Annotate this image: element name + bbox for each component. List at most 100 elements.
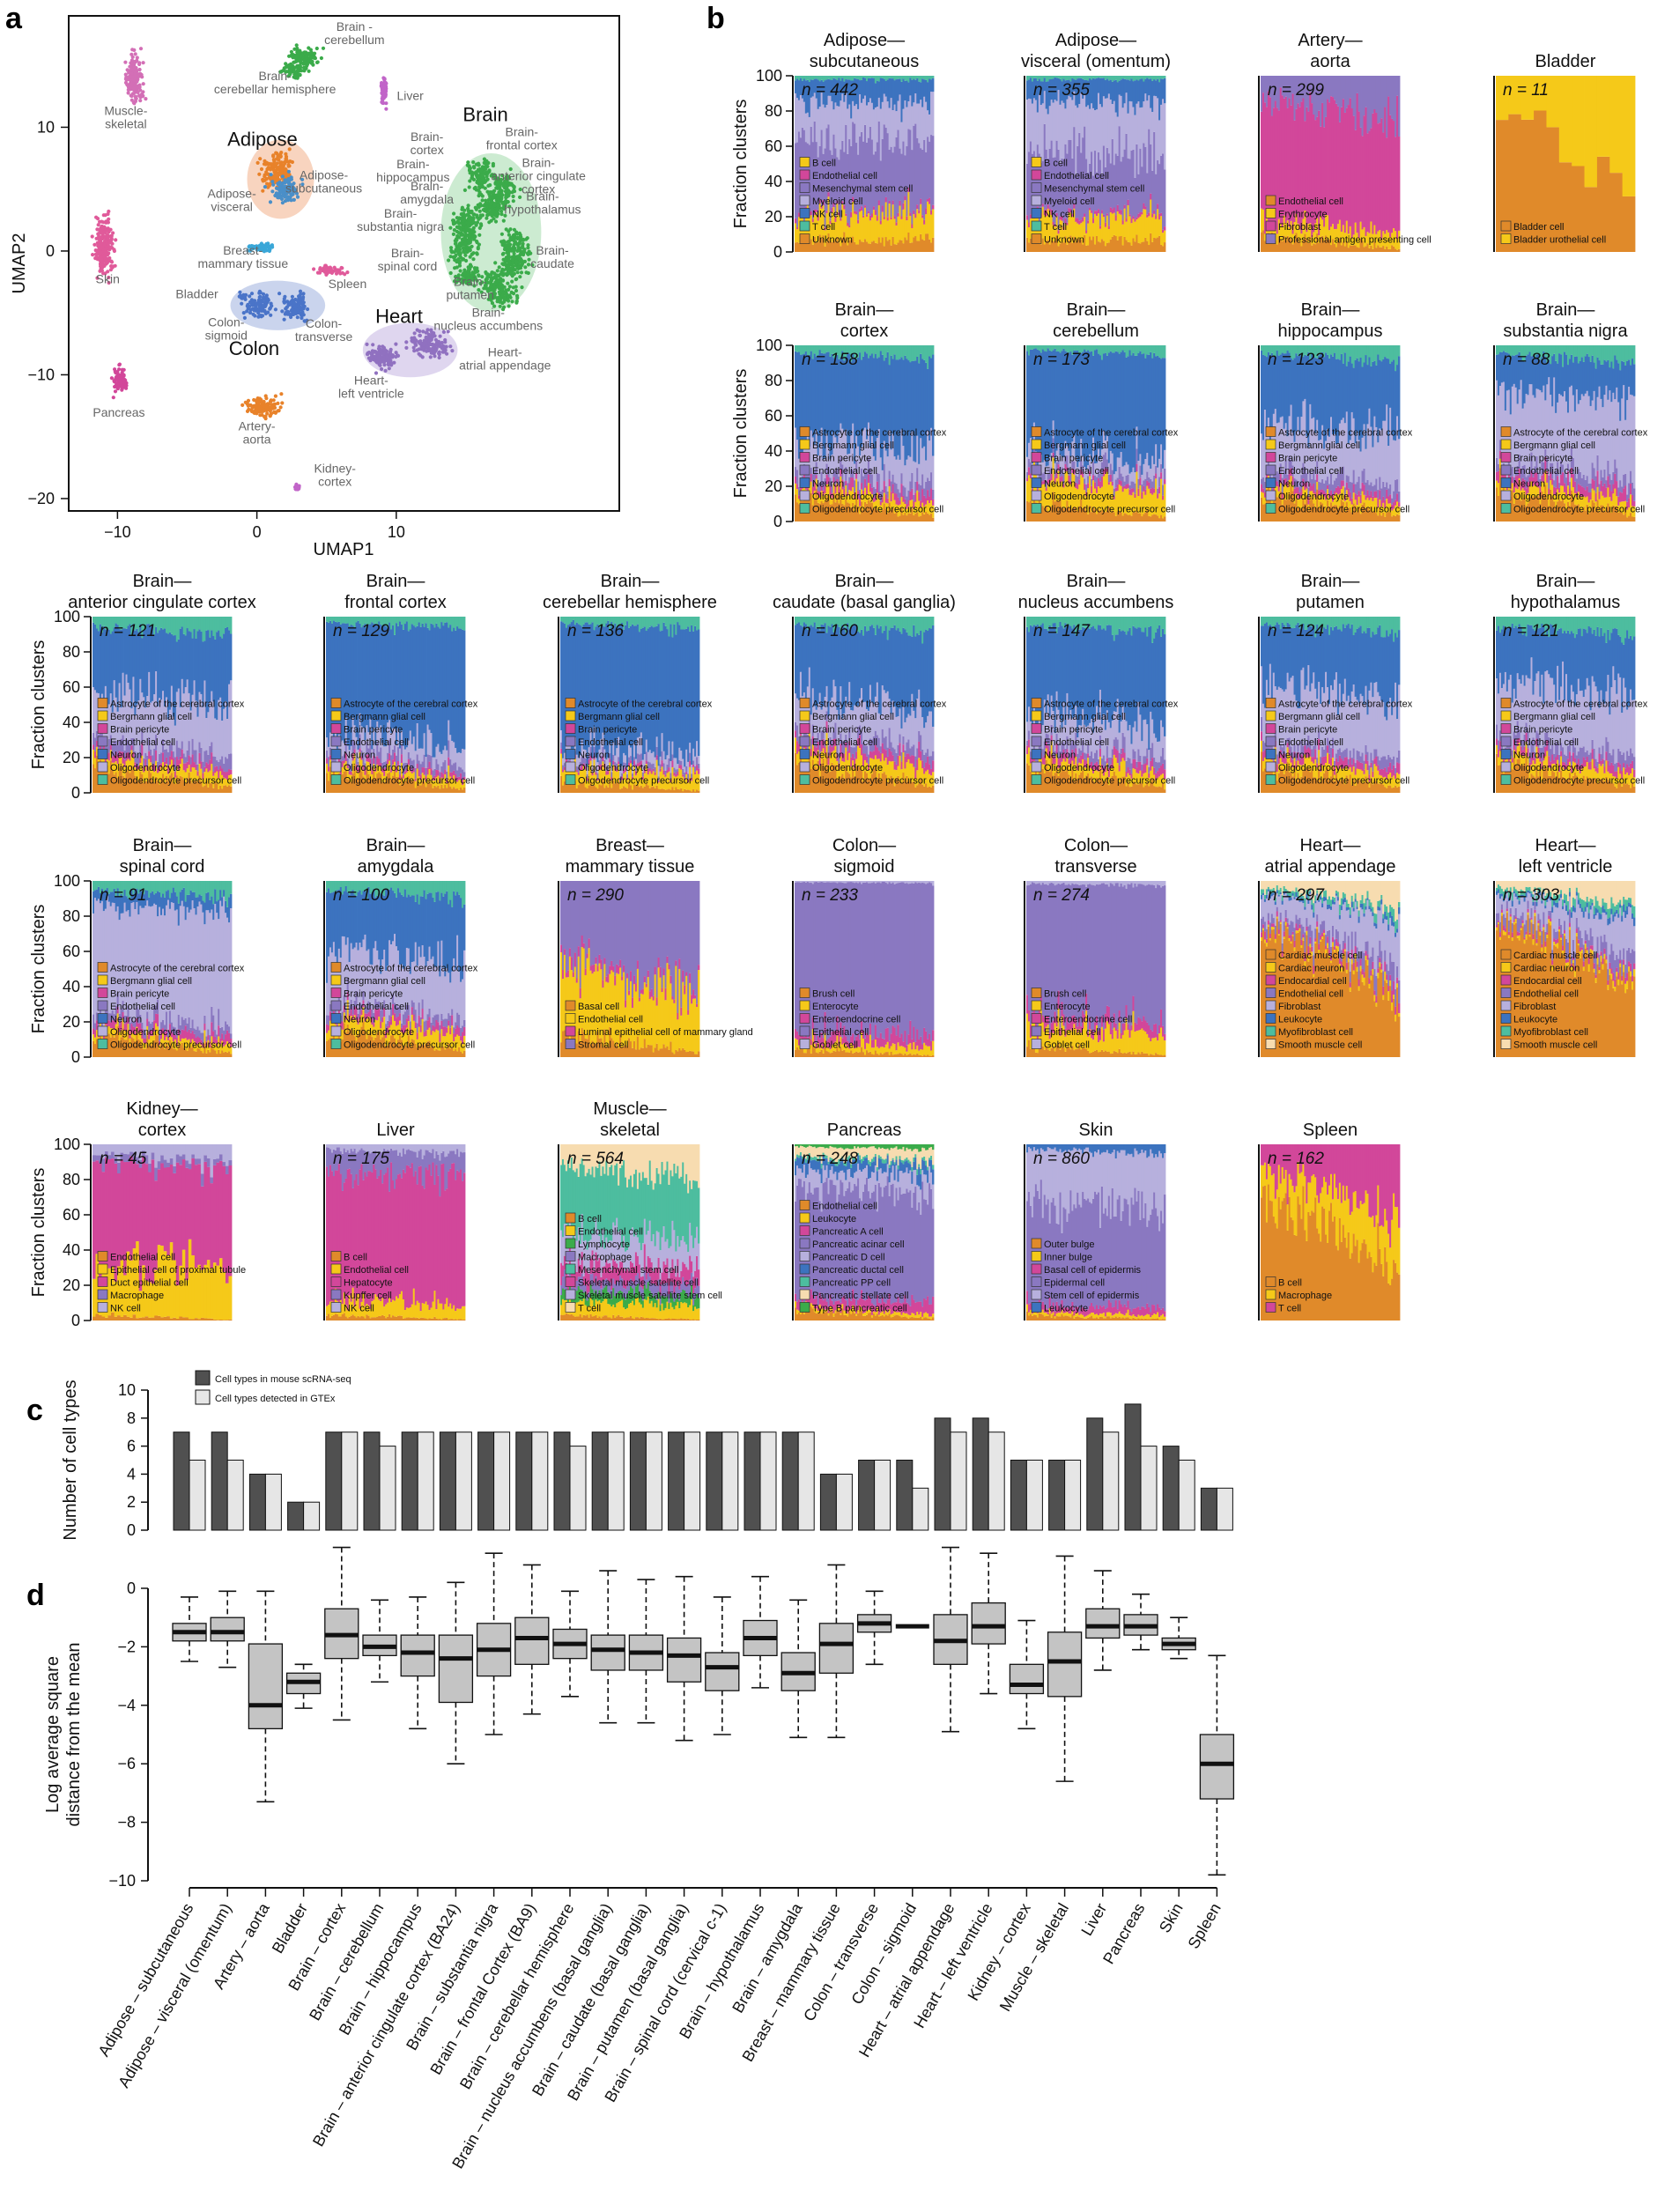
umap-point (292, 48, 296, 51)
umap-point (265, 411, 269, 415)
umap-point (404, 346, 408, 350)
umap-point (263, 305, 267, 308)
umap-point (471, 212, 475, 216)
umap-point (438, 356, 441, 359)
umap-point (485, 159, 488, 163)
umap-x-label: UMAP1 (314, 540, 374, 559)
umap-point (114, 238, 117, 241)
umap-point (443, 340, 447, 344)
umap-point (455, 237, 458, 240)
umap-point (138, 85, 142, 89)
umap-point (322, 47, 325, 50)
umap-point (100, 225, 104, 228)
umap-point (268, 246, 271, 249)
umap-point (504, 196, 507, 199)
umap-point (394, 343, 397, 346)
umap-point (462, 209, 466, 212)
umap-point (447, 258, 450, 262)
umap-point (264, 394, 268, 397)
umap-cluster-3 (380, 76, 388, 110)
umap-point (462, 228, 466, 232)
umap-point (246, 410, 249, 413)
umap-point (412, 346, 416, 350)
umap-point (452, 222, 455, 226)
umap-cluster-label: Skin (96, 271, 120, 285)
b-legend-label: T cell (812, 222, 835, 233)
umap-point (497, 274, 500, 277)
umap-point (320, 56, 323, 60)
umap-point (302, 69, 306, 72)
umap-point (500, 233, 504, 236)
umap-cluster-label: amygdala (400, 192, 454, 206)
b-panel-title-line1: Adipose— (824, 31, 905, 50)
umap-point (299, 73, 302, 77)
umap-point (475, 173, 478, 176)
umap-point (432, 346, 435, 350)
umap-point (261, 189, 264, 193)
umap-point (485, 174, 489, 178)
umap-group-label: Colon (229, 337, 279, 359)
umap-point (257, 299, 261, 302)
umap-cluster-label: Brain- (396, 157, 430, 171)
umap-point (102, 243, 106, 247)
umap-point (283, 160, 286, 164)
umap-point (395, 351, 398, 354)
umap-cluster-label: frontal cortex (486, 137, 558, 152)
umap-point (460, 212, 463, 216)
umap-point (129, 94, 133, 98)
b-legend-swatch (800, 209, 810, 218)
umap-point (381, 101, 384, 105)
umap-point (292, 302, 295, 306)
umap-point (117, 363, 121, 366)
b-stack-segment (1623, 76, 1636, 196)
umap-point (404, 340, 408, 344)
umap-cluster-label: Brain- (258, 69, 292, 83)
b-stack-segment (932, 76, 934, 78)
b-panel-n: n = 355 (1033, 81, 1090, 100)
umap-point (496, 269, 499, 272)
umap-point (264, 300, 268, 304)
umap-point (134, 95, 137, 99)
umap-point (292, 198, 296, 202)
b-stack-segment (1585, 76, 1598, 187)
umap-point (503, 285, 507, 289)
umap-point (520, 285, 523, 289)
umap-cluster-label: Brain - (337, 19, 374, 33)
umap-point (453, 228, 456, 232)
umap-point (523, 265, 527, 269)
umap-point (444, 348, 448, 351)
umap-point (417, 340, 420, 344)
umap-point (384, 107, 388, 111)
umap-point (282, 300, 285, 303)
umap-point (291, 160, 294, 164)
umap-point (492, 164, 495, 167)
b-stack-segment (1164, 169, 1165, 226)
umap-point (457, 247, 461, 250)
umap-point (526, 246, 529, 249)
umap-point (285, 155, 288, 159)
umap-point (507, 304, 511, 307)
b-legend-swatch (1501, 234, 1511, 244)
umap-cluster-label: Brain- (472, 305, 506, 319)
b-stack-segment (932, 355, 934, 456)
umap-point (513, 186, 516, 189)
umap-point (381, 357, 384, 360)
b-legend-label: Bladder urothelial cell (1513, 235, 1606, 246)
umap-point (287, 170, 291, 174)
umap-point (489, 273, 492, 277)
umap-point (511, 274, 514, 277)
umap-point (487, 220, 491, 224)
umap-point (467, 209, 470, 212)
umap-cluster-label: Kidney- (314, 461, 356, 475)
b-legend-swatch (1266, 221, 1276, 231)
umap-point (268, 183, 271, 187)
umap-point (122, 378, 125, 381)
b-panel-title-line2: cortex (840, 322, 888, 341)
umap-point (507, 294, 510, 298)
umap-point (489, 202, 492, 205)
umap-point (288, 196, 292, 199)
umap-point (307, 70, 311, 73)
b-stack-segment (932, 490, 934, 499)
umap-cluster-label: Heart- (488, 344, 522, 359)
umap-point (258, 295, 262, 299)
